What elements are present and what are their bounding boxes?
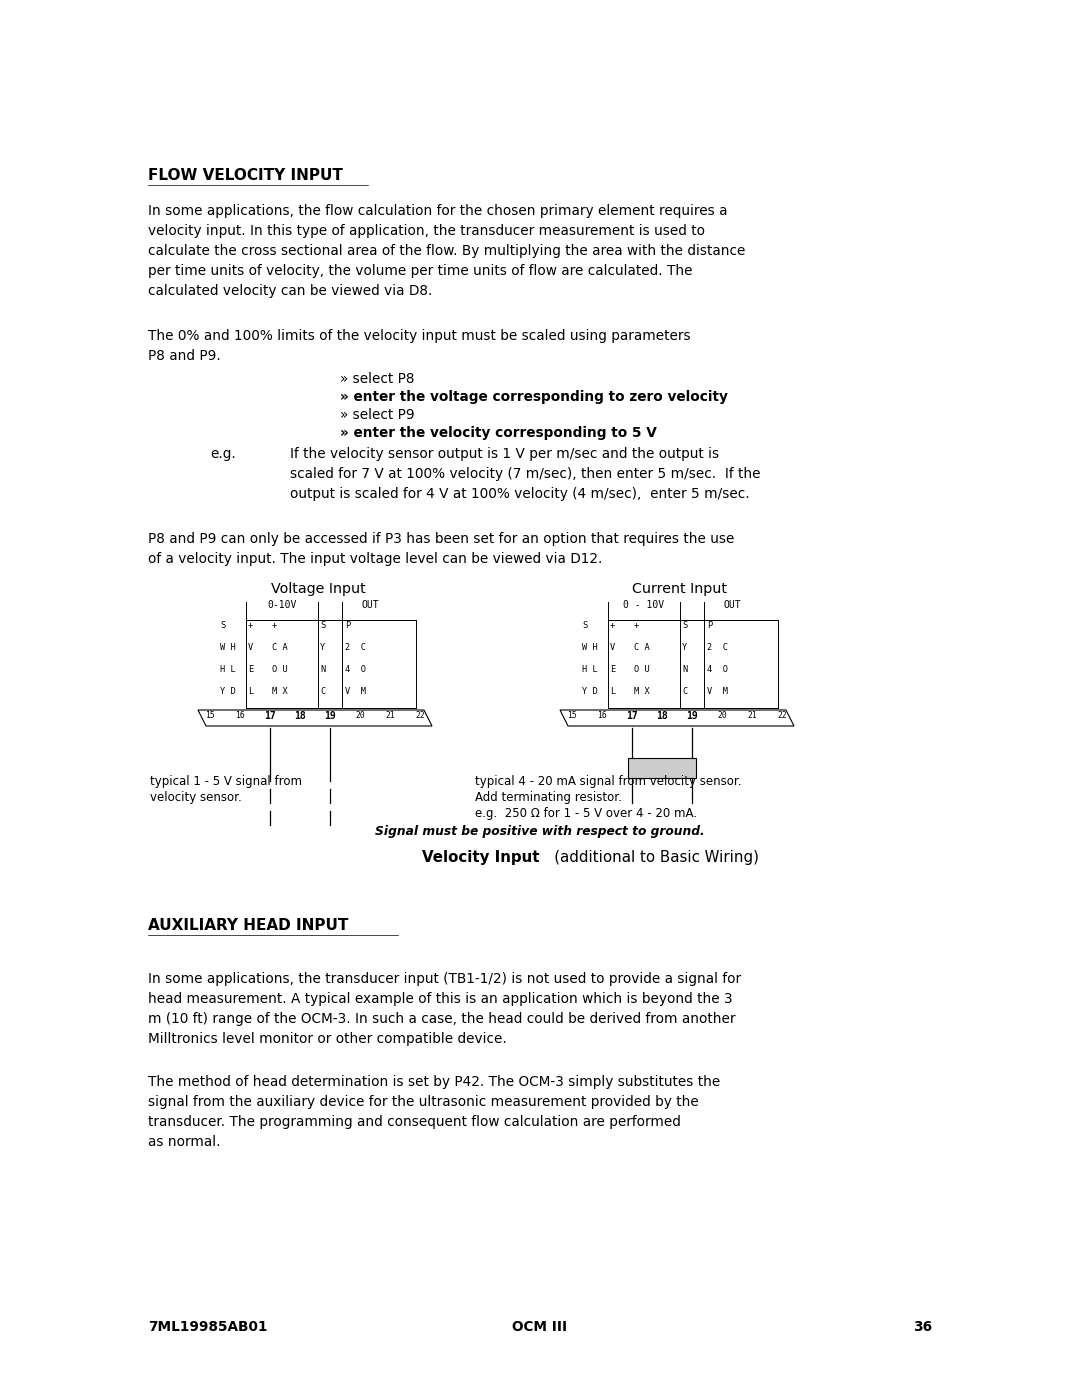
Text: N: N <box>681 665 687 673</box>
Text: typical 4 - 20 mA signal from velocity sensor.: typical 4 - 20 mA signal from velocity s… <box>475 775 742 788</box>
Text: 21: 21 <box>386 711 395 719</box>
Text: P: P <box>707 622 712 630</box>
Text: +: + <box>610 622 616 630</box>
Text: 2  C: 2 C <box>345 643 366 652</box>
Text: V: V <box>610 643 616 652</box>
Text: L: L <box>610 687 616 696</box>
Text: E: E <box>610 665 616 673</box>
Text: » select P9: » select P9 <box>340 408 415 422</box>
Text: e.g.  250 Ω for 1 - 5 V over 4 - 20 mA.: e.g. 250 Ω for 1 - 5 V over 4 - 20 mA. <box>475 807 697 820</box>
Text: M X: M X <box>634 687 650 696</box>
Text: AUXILIARY HEAD INPUT: AUXILIARY HEAD INPUT <box>148 918 349 933</box>
Text: In some applications, the flow calculation for the chosen primary element requir: In some applications, the flow calculati… <box>148 204 745 298</box>
Text: » enter the velocity corresponding to 5 V: » enter the velocity corresponding to 5 … <box>340 426 657 440</box>
Text: » enter the voltage corresponding to zero velocity: » enter the voltage corresponding to zer… <box>340 390 728 404</box>
Text: In some applications, the transducer input (TB1-1/2) is not used to provide a si: In some applications, the transducer inp… <box>148 972 741 1046</box>
Text: +: + <box>248 622 253 630</box>
Text: Y D: Y D <box>582 687 597 696</box>
Text: V  M: V M <box>345 687 366 696</box>
Text: S: S <box>681 622 687 630</box>
Text: 22: 22 <box>778 711 787 719</box>
Text: +: + <box>634 622 639 630</box>
Text: Y: Y <box>681 643 687 652</box>
Text: » select P8: » select P8 <box>340 372 415 386</box>
Text: Y: Y <box>320 643 325 652</box>
Text: Voltage Input: Voltage Input <box>271 583 365 597</box>
Text: C A: C A <box>634 643 650 652</box>
Text: OUT: OUT <box>724 599 741 610</box>
Text: C: C <box>320 687 325 696</box>
Text: +: + <box>272 622 278 630</box>
Text: M X: M X <box>272 687 287 696</box>
Text: V  M: V M <box>707 687 728 696</box>
Text: 22: 22 <box>415 711 424 719</box>
Text: C A: C A <box>272 643 287 652</box>
Bar <box>627 759 696 778</box>
Text: W H: W H <box>220 643 235 652</box>
Text: Signal must be positive with respect to ground.: Signal must be positive with respect to … <box>375 826 705 838</box>
Text: 16: 16 <box>235 711 245 719</box>
Text: S: S <box>320 622 325 630</box>
Text: (additional to Basic Wiring): (additional to Basic Wiring) <box>540 849 759 865</box>
Text: 4  O: 4 O <box>345 665 366 673</box>
Text: O U: O U <box>272 665 287 673</box>
Text: S: S <box>220 622 226 630</box>
Text: 18: 18 <box>294 711 306 721</box>
Text: S: S <box>582 622 588 630</box>
Text: N: N <box>320 665 325 673</box>
Text: 4  O: 4 O <box>707 665 728 673</box>
Text: If the velocity sensor output is 1 V per m/sec and the output is
scaled for 7 V : If the velocity sensor output is 1 V per… <box>291 447 760 502</box>
Text: OUT: OUT <box>361 599 379 610</box>
Text: W H: W H <box>582 643 597 652</box>
Text: P: P <box>345 622 350 630</box>
Text: 16: 16 <box>597 711 607 719</box>
Text: 20: 20 <box>355 711 365 719</box>
Text: The 0% and 100% limits of the velocity input must be scaled using parameters
P8 : The 0% and 100% limits of the velocity i… <box>148 330 690 363</box>
Text: Y D: Y D <box>220 687 235 696</box>
Text: V: V <box>248 643 253 652</box>
Text: e.g.: e.g. <box>210 447 235 461</box>
Text: 20: 20 <box>717 711 727 719</box>
Text: typical 1 - 5 V signal from: typical 1 - 5 V signal from <box>150 775 302 788</box>
Text: 19: 19 <box>686 711 698 721</box>
Text: 0-10V: 0-10V <box>268 599 297 610</box>
Text: 17: 17 <box>626 711 638 721</box>
Text: FLOW VELOCITY INPUT: FLOW VELOCITY INPUT <box>148 168 342 183</box>
Text: 15: 15 <box>205 711 215 719</box>
Text: 0 - 10V: 0 - 10V <box>623 599 664 610</box>
Text: O U: O U <box>634 665 650 673</box>
Text: 21: 21 <box>747 711 757 719</box>
Text: 7ML19985AB01: 7ML19985AB01 <box>148 1320 268 1334</box>
Text: 18: 18 <box>657 711 667 721</box>
Text: P8 and P9 can only be accessed if P3 has been set for an option that requires th: P8 and P9 can only be accessed if P3 has… <box>148 532 734 566</box>
Text: Current Input: Current Input <box>633 583 728 597</box>
Text: E: E <box>248 665 253 673</box>
Text: OCM III: OCM III <box>512 1320 568 1334</box>
Text: 36: 36 <box>913 1320 932 1334</box>
Text: Add terminating resistor.: Add terminating resistor. <box>475 791 622 805</box>
Text: The method of head determination is set by P42. The OCM-3 simply substitutes the: The method of head determination is set … <box>148 1076 720 1150</box>
Text: C: C <box>681 687 687 696</box>
Text: 2  C: 2 C <box>707 643 728 652</box>
Text: 15: 15 <box>567 711 577 719</box>
Text: L: L <box>248 687 253 696</box>
Text: 19: 19 <box>324 711 336 721</box>
Text: H L: H L <box>220 665 235 673</box>
Text: H L: H L <box>582 665 597 673</box>
Text: Velocity Input: Velocity Input <box>422 849 540 865</box>
Text: velocity sensor.: velocity sensor. <box>150 791 242 805</box>
Text: 17: 17 <box>265 711 275 721</box>
